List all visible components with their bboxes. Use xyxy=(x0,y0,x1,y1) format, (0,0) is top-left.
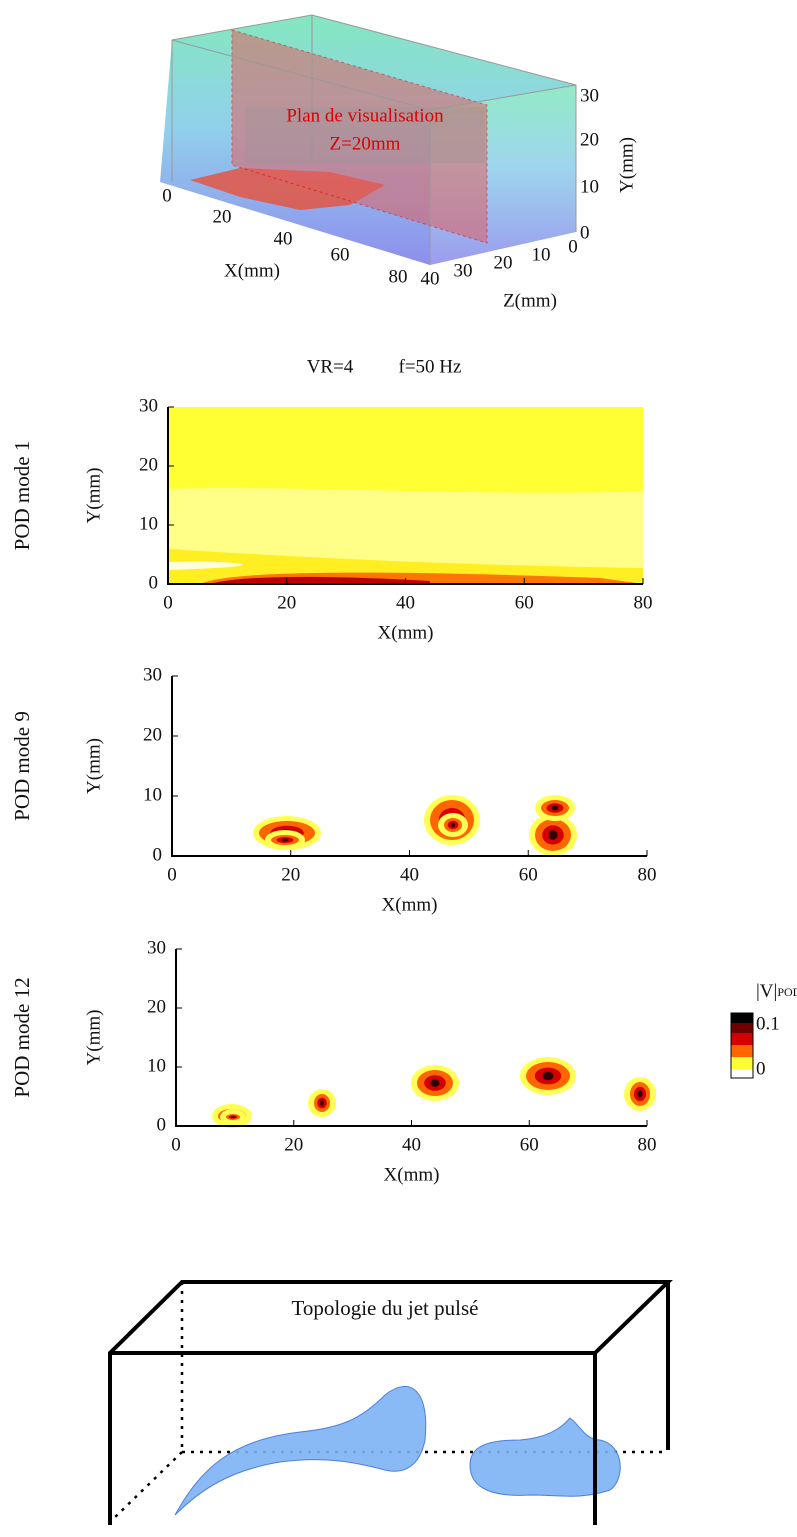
header: f=50 Hz xyxy=(399,356,462,377)
y-tick-label: 10 xyxy=(147,1055,166,1076)
x-tick-label: 0 xyxy=(162,185,172,206)
field xyxy=(637,1090,643,1098)
z-tick-label: 10 xyxy=(532,244,551,265)
x-tick-label: 60 xyxy=(331,244,350,265)
x-tick-label: 20 xyxy=(277,592,296,613)
x-tick-label: 0 xyxy=(167,864,177,885)
panel-label: POD mode 9 xyxy=(10,711,34,821)
x-tick-label: 80 xyxy=(638,1134,657,1155)
y-tick-label: 0 xyxy=(157,1114,167,1135)
y-tick-label: 10 xyxy=(580,176,599,197)
z-tick-label: 20 xyxy=(494,252,513,273)
y-tick-label: 20 xyxy=(143,724,162,745)
top-view: Plan de visualisation Z=20mm X(mm) Z(mm)… xyxy=(160,14,637,311)
field xyxy=(210,576,430,584)
x-tick-label: 20 xyxy=(213,206,232,227)
z-tick-label: 40 xyxy=(421,268,440,289)
visualisation-plane xyxy=(231,29,488,244)
field xyxy=(231,1116,235,1118)
y-tick-label: 20 xyxy=(147,996,166,1017)
y-tick-label: 30 xyxy=(139,395,158,416)
y-axis-title: Y(mm) xyxy=(83,468,104,524)
topology-title: Topologie du jet pulsé xyxy=(292,1296,479,1320)
x-tick-label: 80 xyxy=(634,592,653,613)
field xyxy=(320,1100,324,1106)
colorbar-title: |V|POD xyxy=(756,981,797,1002)
z-tick-label: 0 xyxy=(568,236,578,257)
panel-label: POD mode 12 xyxy=(10,977,34,1097)
x-tick-label: 20 xyxy=(284,1134,303,1155)
pod-panel: 0 20 40 60 80 0 10 20 30 X(mm) Y(mm) POD mode 9 xyxy=(10,664,657,915)
field xyxy=(551,805,559,811)
x-axis-title: X(mm) xyxy=(378,622,434,643)
x-tick-label: 40 xyxy=(274,228,293,249)
y-tick-label: 10 xyxy=(143,784,162,805)
y-tick-label: 0 xyxy=(580,222,590,243)
x-axis-title: X(mm) xyxy=(382,894,438,915)
y-axis-title: Y(mm) xyxy=(616,137,637,193)
plane-label: Plan de visualisation xyxy=(286,105,444,126)
z-tick-label: 30 xyxy=(454,260,473,281)
x-tick-label: 60 xyxy=(519,864,538,885)
x-tick-label: 60 xyxy=(520,1134,539,1155)
x-tick-label: 0 xyxy=(171,1134,181,1155)
x-tick-label: 80 xyxy=(389,266,408,287)
x-tick-label: 0 xyxy=(163,592,173,613)
box-edges xyxy=(171,14,577,265)
topology: Topologie du jet pulsé xyxy=(108,1280,673,1525)
colorbar: |V|POD 0.1 0 xyxy=(730,981,797,1079)
field xyxy=(430,1079,440,1087)
y-axis-title: Y(mm) xyxy=(83,1010,104,1066)
pod-panel: 0 20 40 60 80 0 10 20 30 X(mm) Y(mm) POD mode 12 xyxy=(10,937,657,1185)
field xyxy=(542,1071,554,1081)
y-axis-title: Y(mm) xyxy=(83,738,104,794)
y-tick-label: 0 xyxy=(153,844,163,865)
x-axis-title: X(mm) xyxy=(384,1164,440,1185)
colorbar-min: 0 xyxy=(756,1058,766,1079)
x-tick-label: 40 xyxy=(400,864,419,885)
field xyxy=(168,561,243,570)
y-tick-label: 30 xyxy=(147,937,166,958)
y-tick-label: 30 xyxy=(580,85,599,106)
y-tick-label: 20 xyxy=(580,129,599,150)
z-axis-title: Z(mm) xyxy=(503,290,557,311)
field xyxy=(548,830,558,840)
y-tick-label: 20 xyxy=(139,454,158,475)
x-tick-label: 40 xyxy=(402,1134,421,1155)
x-tick-label: 60 xyxy=(515,592,534,613)
header: VR=4 xyxy=(307,356,354,377)
field xyxy=(450,822,456,828)
y-tick-label: 10 xyxy=(139,513,158,534)
label-box xyxy=(245,107,485,163)
pod-panel: 0 20 40 60 80 0 10 20 30 X(mm) Y(mm) POD mode 1 xyxy=(10,395,653,643)
colorbar-max: 0.1 xyxy=(756,1013,780,1034)
x-tick-label: 20 xyxy=(281,864,300,885)
field xyxy=(281,838,289,842)
y-tick-label: 0 xyxy=(149,572,159,593)
x-axis-title: X(mm) xyxy=(224,260,280,281)
panel-label: POD mode 1 xyxy=(10,441,34,551)
axes xyxy=(175,949,647,1127)
x-tick-label: 40 xyxy=(396,592,415,613)
plane-label: Z=20mm xyxy=(330,133,401,154)
y-tick-label: 30 xyxy=(143,664,162,685)
x-tick-label: 80 xyxy=(638,864,657,885)
